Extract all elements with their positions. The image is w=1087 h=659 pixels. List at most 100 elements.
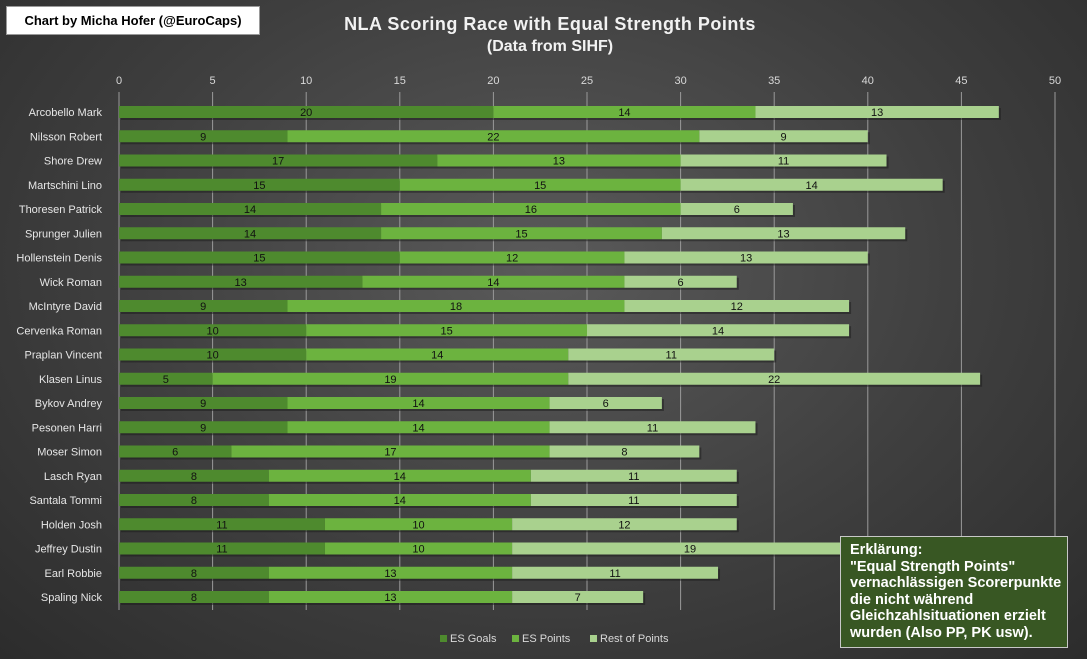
- data-label: 18: [450, 301, 462, 313]
- data-label: 6: [678, 277, 684, 289]
- data-label: 14: [806, 180, 818, 192]
- bar-es-goals: [119, 130, 288, 143]
- bar-es-goals: [119, 494, 269, 506]
- bar-rest-of-points: [549, 421, 756, 434]
- bar-rest-of-points: [624, 300, 850, 312]
- legend-swatch: [440, 635, 447, 642]
- category-label: Thoresen Patrick: [19, 204, 103, 216]
- bar-rest-of-points: [512, 542, 868, 555]
- data-label: 20: [300, 107, 312, 119]
- category-label: Martschini Lino: [28, 180, 102, 192]
- bar-es-goals: [119, 251, 400, 264]
- data-label: 12: [618, 519, 630, 531]
- bar-es-points: [399, 251, 625, 264]
- bar-es-goals: [119, 542, 325, 555]
- x-tick-label: 45: [955, 75, 967, 87]
- bar-es-goals: [119, 518, 325, 531]
- category-label: Spaling Nick: [41, 592, 103, 604]
- legend-swatch: [590, 635, 597, 642]
- bar-rest-of-points: [512, 566, 719, 579]
- bar-es-points: [287, 300, 625, 312]
- data-label: 14: [618, 107, 630, 119]
- data-label: 13: [777, 228, 789, 240]
- bar-es-goals: [119, 372, 213, 385]
- data-label: 13: [871, 107, 883, 119]
- bar-es-points: [268, 469, 531, 482]
- data-label: 14: [431, 350, 443, 362]
- data-label: 13: [553, 156, 565, 168]
- category-label: Wick Roman: [40, 277, 102, 289]
- bar-rest-of-points: [568, 348, 775, 361]
- bar-es-points: [287, 130, 700, 143]
- data-label: 14: [712, 325, 724, 337]
- data-label: 17: [272, 156, 284, 168]
- data-label: 13: [235, 277, 247, 289]
- bar-es-points: [287, 421, 550, 434]
- x-tick-label: 10: [300, 75, 312, 87]
- bar-rest-of-points: [680, 178, 943, 191]
- bar-rest-of-points: [512, 591, 644, 603]
- bar-es-goals: [119, 566, 269, 579]
- legend-label: Rest of Points: [600, 633, 669, 645]
- category-label: Holden Josh: [41, 519, 102, 531]
- data-label: 14: [412, 422, 424, 434]
- data-label: 16: [525, 204, 537, 216]
- bar-es-goals: [119, 275, 363, 288]
- bar-es-points: [287, 397, 550, 409]
- note-line: vernachlässigen Scorerpunkte: [850, 575, 1062, 591]
- data-label: 14: [412, 398, 424, 410]
- data-label: 12: [731, 301, 743, 313]
- data-label: 19: [384, 374, 396, 386]
- bar-es-goals: [119, 421, 288, 434]
- bar-rest-of-points: [755, 106, 999, 118]
- bar-rest-of-points: [680, 203, 793, 215]
- data-label: 11: [609, 568, 620, 580]
- data-label: 10: [412, 519, 424, 531]
- bar-es-goals: [119, 178, 400, 191]
- bar-es-points: [268, 566, 513, 579]
- bar-es-points: [306, 348, 569, 361]
- bar-rest-of-points: [549, 445, 700, 458]
- bar-es-points: [212, 372, 569, 385]
- bar-es-goals: [119, 203, 382, 215]
- data-label: 12: [506, 253, 518, 265]
- legend-label: ES Points: [522, 633, 571, 645]
- data-label: 6: [172, 447, 178, 459]
- data-label: 15: [253, 253, 265, 265]
- category-label: Nilsson Robert: [30, 131, 102, 143]
- note-line: Gleichzahlsituationen erzielt: [850, 608, 1046, 624]
- data-label: 11: [216, 544, 227, 556]
- bar-es-points: [381, 227, 662, 240]
- bar-es-points: [399, 178, 681, 191]
- category-label: Pesonen Harri: [32, 422, 102, 434]
- data-label: 9: [780, 131, 786, 143]
- data-label: 6: [734, 204, 740, 216]
- bar-es-goals: [119, 591, 269, 603]
- legend-swatch: [512, 635, 519, 642]
- bar-rest-of-points: [624, 251, 868, 264]
- category-label: Cervenka Roman: [16, 325, 102, 337]
- category-label: Klasen Linus: [39, 374, 102, 386]
- data-label: 14: [244, 204, 256, 216]
- bar-rest-of-points: [680, 154, 887, 167]
- category-label: Moser Simon: [37, 447, 102, 459]
- bar-es-goals: [119, 324, 307, 337]
- data-label: 15: [515, 228, 527, 240]
- category-label: Jeffrey Dustin: [35, 544, 102, 556]
- bar-es-goals: [119, 445, 232, 458]
- data-label: 22: [768, 374, 780, 386]
- bar-es-goals: [119, 106, 494, 118]
- category-label: Sprunger Julien: [25, 228, 102, 240]
- data-label: 6: [603, 398, 609, 410]
- data-label: 11: [628, 471, 639, 483]
- bar-es-points: [381, 203, 681, 215]
- note-line: die nicht während: [850, 591, 974, 608]
- data-label: 5: [163, 374, 169, 386]
- x-tick-label: 15: [394, 75, 406, 87]
- category-label: Shore Drew: [44, 156, 102, 168]
- chart-credit: Chart by Micha Hofer (@EuroCaps): [6, 6, 260, 35]
- legend-label: ES Goals: [450, 633, 497, 645]
- data-label: 8: [191, 471, 197, 483]
- data-label: 13: [740, 253, 752, 265]
